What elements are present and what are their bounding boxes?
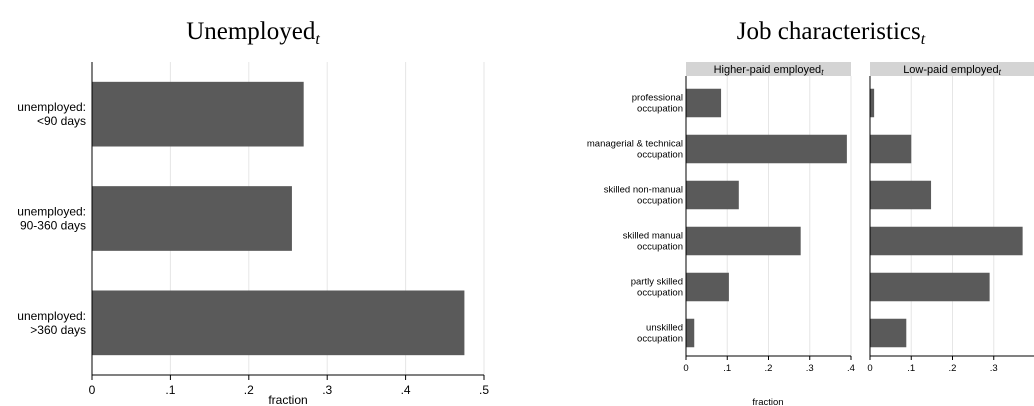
panel: Low-paid employedt 0 .1 .2 .3 [867, 62, 1034, 374]
category-label: unemployed: 90-360 days [17, 205, 86, 233]
right-chart-panels: Higher-paid employedt 0 .1 .2 .3 .4 Low-paid e… [683, 62, 1034, 374]
bar [870, 88, 875, 118]
right-chart-x-axis-label: fraction [752, 397, 783, 406]
category-label: unskilled occupation [637, 323, 683, 345]
panel-strip [870, 62, 1034, 76]
bar [92, 290, 465, 356]
x-tick-label: .1 [165, 383, 175, 397]
x-tick-label: 0 [867, 363, 872, 374]
left-chart-x-ticks: 0 .1 .2 .3 .4 .5 [89, 375, 489, 397]
left-chart-bars [92, 81, 465, 356]
x-tick-label: .2 [244, 383, 254, 397]
left-chart-title: Unemployedt [186, 18, 320, 48]
bar [92, 186, 292, 251]
category-label: professional occupation [632, 93, 683, 115]
x-tick-label: .3 [322, 383, 332, 397]
category-label: skilled non-manual occupation [604, 185, 683, 207]
bar [870, 318, 907, 348]
x-tick-label: .3 [806, 363, 814, 374]
bar [870, 226, 1023, 256]
bar [870, 272, 990, 302]
bar [686, 318, 695, 348]
panel-strip-label: Low-paid employedt [903, 64, 1001, 77]
x-tick-label: .1 [723, 363, 731, 374]
bar [686, 88, 722, 118]
bar [92, 81, 304, 147]
x-tick-label: .5 [479, 383, 489, 397]
bar [870, 180, 932, 210]
right-chart-title: Job characteristicst [737, 18, 926, 48]
category-label: partly skilled occupation [631, 277, 683, 299]
right-chart-category-labels: professional occupation managerial & techn… [587, 93, 683, 345]
bar [870, 134, 912, 164]
left-chart-category-labels: unemployed: <90 days unemployed: 90-360 day… [17, 100, 86, 337]
left-chart-x-axis-label: fraction [268, 393, 307, 406]
category-label: skilled manual occupation [623, 231, 683, 253]
x-tick-label: .3 [990, 363, 998, 374]
panel: Higher-paid employedt 0 .1 .2 .3 .4 [683, 62, 855, 374]
x-tick-label: .2 [949, 363, 957, 374]
bar [686, 226, 801, 256]
bar [686, 272, 729, 302]
x-tick-label: 0 [683, 363, 688, 374]
category-label: managerial & technical occupation [587, 139, 683, 161]
x-tick-label: .2 [765, 363, 773, 374]
bar [686, 134, 847, 164]
x-tick-label: .4 [847, 363, 855, 374]
bar [686, 180, 739, 210]
category-label: unemployed: <90 days [17, 100, 86, 128]
x-tick-label: .1 [907, 363, 915, 374]
x-tick-label: .4 [401, 383, 411, 397]
category-label: unemployed: >360 days [17, 309, 86, 337]
panel-strip [686, 62, 851, 76]
panel-strip-label: Higher-paid employedt [714, 64, 825, 77]
x-tick-label: 0 [89, 383, 96, 397]
